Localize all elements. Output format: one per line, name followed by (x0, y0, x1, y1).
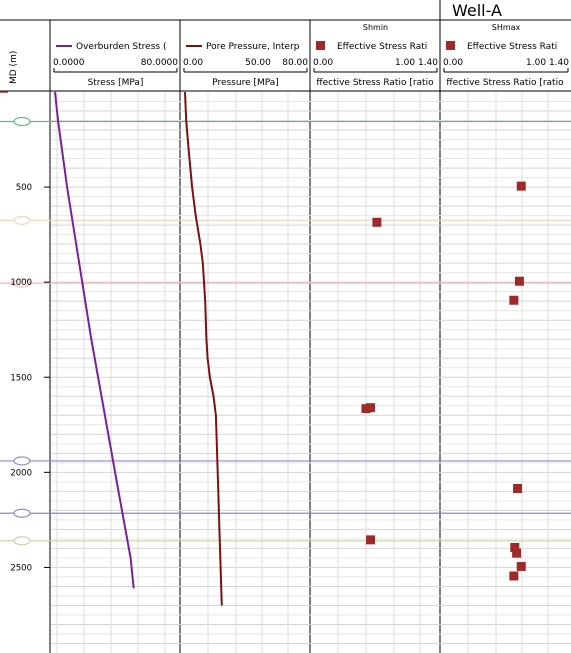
scale-max-label: 1.00 1.40 (395, 58, 438, 68)
zone-marker-oval (13, 508, 31, 518)
legend-square-swatch (316, 41, 325, 50)
data-point-shmin (366, 403, 376, 413)
scale-min-label: 0.0000 (53, 58, 85, 68)
grid-layer (51, 92, 571, 653)
legend-label: Overburden Stress ( (76, 42, 166, 52)
data-layer (54, 91, 526, 606)
depth-tick-label: 2500 (10, 563, 32, 573)
scale-min-label: 0.00 (183, 58, 203, 68)
track-title: SHmax (492, 23, 521, 32)
zone-marker-oval (13, 215, 31, 225)
axis-label: Stress [MPa] (88, 78, 144, 88)
track-title: Shmin (363, 23, 388, 32)
data-point-shmax (509, 295, 519, 305)
depth-tick-label: 1000 (10, 278, 32, 288)
header: Well-A MD (m) (0, 0, 571, 92)
depth-axis: 500 1000 1500 2000 2500 (10, 183, 50, 573)
scale-max-label: 1.00 1.40 (526, 58, 569, 68)
track-header-shmin: Shmin Effective Stress Rati 0.00 1.00 1.40 f… (313, 23, 438, 88)
data-point-shmax (510, 542, 520, 552)
scale-mid-label: 50.00 (245, 58, 271, 68)
legend-label: Effective Stress Rati (467, 42, 557, 52)
axis-label: ffective Stress Ratio [ratio (446, 78, 564, 88)
data-point-shmin (372, 217, 382, 227)
data-point-shmax (509, 571, 519, 581)
depth-tick-label: 500 (16, 183, 32, 193)
data-point-shmin (361, 404, 371, 414)
scale-max-label: 80.00 (282, 58, 308, 68)
tracks-layer: Overburden Stress ( 0.0000 80.0000 Stress [… (49, 0, 569, 653)
legend-square-swatch (446, 41, 455, 50)
data-point-shmin (366, 535, 376, 545)
data-point-shmax (512, 548, 522, 558)
track-header-shmax: SHmax Effective Stress Rati 0.00 1.00 1.40 f… (443, 23, 569, 88)
data-point-shmax (513, 484, 523, 494)
depth-tick-label: 1500 (10, 373, 32, 383)
axis-label: ffective Stress Ratio [ratio (316, 78, 434, 88)
scale-min-label: 0.00 (443, 58, 463, 68)
data-point-shmax (516, 181, 526, 191)
zone-marker-oval (13, 456, 31, 466)
zone-marker-oval (13, 278, 31, 288)
data-point-shmax (516, 561, 526, 571)
data-point-shmax (514, 276, 524, 286)
title-bar (0, 0, 571, 20)
depth-tick-label: 2000 (10, 468, 32, 478)
axis-label: Pressure [MPa] (212, 78, 279, 88)
marker-layer (0, 91, 571, 546)
track-header-stress: Overburden Stress ( 0.0000 80.0000 Stress [… (53, 42, 178, 88)
legend-label: Effective Stress Rati (337, 42, 427, 52)
legend-label: Pore Pressure, Interp (206, 42, 300, 52)
scale-max-label: 80.0000 (141, 58, 178, 68)
zone-marker-oval (13, 536, 31, 546)
depth-axis-label: MD (m) (9, 51, 19, 84)
series-line-stress (54, 91, 135, 589)
zone-marker-oval (13, 116, 31, 127)
series-line-pressure (184, 91, 223, 606)
well-title: Well-A (452, 1, 502, 20)
scale-min-label: 0.00 (313, 58, 333, 68)
